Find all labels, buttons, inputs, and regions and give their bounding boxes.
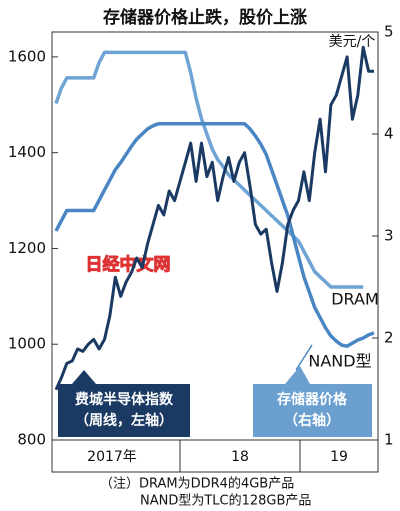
x-label: 19 bbox=[330, 449, 348, 465]
legend-title: 存储器价格 bbox=[277, 391, 348, 408]
y-tick-label: 800 bbox=[17, 431, 46, 449]
y2-tick-label: 5 bbox=[384, 23, 394, 41]
series-line bbox=[54, 50, 364, 289]
y2-tick-label: 3 bbox=[384, 227, 394, 245]
note: （注）DRAM为DDR4的4GB产品 bbox=[100, 476, 294, 492]
chart-title: 存储器价格止跌，股价上涨 bbox=[103, 7, 307, 28]
watermark: 日经中文网 bbox=[86, 254, 171, 275]
note: NAND型为TLC的128GB产品 bbox=[140, 493, 311, 509]
series-label: NAND型 bbox=[308, 352, 371, 371]
y2-unit: 美元/个 bbox=[329, 34, 376, 50]
pointer bbox=[285, 366, 310, 384]
series-line bbox=[54, 122, 375, 348]
y2-tick-label: 1 bbox=[384, 431, 394, 449]
y-tick-label: 1400 bbox=[8, 143, 46, 161]
legend-sub: （右轴） bbox=[284, 412, 340, 429]
y2-tick-label: 4 bbox=[384, 125, 394, 143]
y-tick-label: 1000 bbox=[8, 335, 46, 353]
series-label: DRAM bbox=[331, 290, 379, 309]
pointer bbox=[295, 344, 313, 371]
y-tick-label: 1200 bbox=[8, 239, 46, 257]
legend-box bbox=[58, 384, 190, 437]
y2-tick-label: 2 bbox=[384, 329, 394, 347]
x-label: 18 bbox=[231, 449, 249, 465]
plot-frame bbox=[51, 31, 379, 473]
legend-sub: （周线，左轴） bbox=[75, 412, 173, 429]
y-tick-label: 1600 bbox=[8, 47, 46, 65]
x-label: 2017年 bbox=[87, 449, 137, 465]
legend-box bbox=[253, 384, 372, 437]
pointer bbox=[72, 370, 96, 384]
legend-title: 费城半导体指数 bbox=[75, 391, 174, 408]
series-line bbox=[54, 45, 374, 391]
